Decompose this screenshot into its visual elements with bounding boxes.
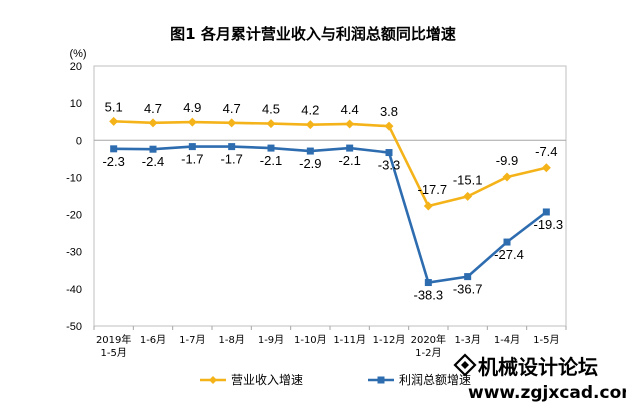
legend-swatch-marker — [209, 376, 217, 384]
x-tick-label: 1-9月 — [258, 334, 284, 346]
data-point — [503, 238, 511, 246]
y-tick-label: -30 — [66, 247, 82, 259]
y-tick-label: 10 — [70, 98, 82, 110]
legend: 营业收入增速 利润总额增速 — [200, 373, 471, 387]
data-label: 4.5 — [262, 102, 280, 117]
x-tick-label: 1-4月 — [494, 334, 520, 346]
watermark-url: www.zgjxcad.com — [468, 383, 626, 403]
data-label: -2.1 — [260, 153, 282, 168]
data-label: -2.1 — [338, 153, 360, 168]
watermark-title: 机械设计论坛 — [478, 355, 598, 379]
data-label: 4.7 — [223, 101, 241, 116]
x-tick-label: 1-10月 — [294, 334, 327, 346]
y-tick-labels: 20 10 0 -10 -20 -30 -40 -50 — [66, 61, 82, 333]
data-point — [149, 145, 157, 153]
data-label: 3.8 — [380, 104, 398, 119]
legend-label: 营业收入增速 — [231, 373, 303, 387]
data-point — [109, 116, 119, 126]
data-label: -17.7 — [418, 182, 448, 197]
x-tick-label: 1-3月 — [454, 334, 480, 346]
data-point — [464, 273, 472, 281]
data-label: 4.4 — [341, 102, 359, 117]
y-tick-label: -50 — [66, 321, 82, 333]
data-point — [266, 119, 276, 129]
legend-label: 利润总额增速 — [399, 373, 471, 387]
x-tick-label: 2020年 — [411, 333, 446, 346]
chart-title: 图1 各月累计营业收入与利润总额同比增速 — [170, 25, 456, 43]
data-label: -36.7 — [453, 282, 483, 297]
x-tick-label: 1-2月 — [415, 347, 441, 359]
data-label: 4.2 — [301, 103, 319, 118]
x-tick-label: 1-11月 — [333, 334, 366, 346]
series-line — [113, 145, 548, 284]
data-point — [228, 143, 236, 151]
data-point — [541, 163, 551, 173]
x-tick-label: 1-6月 — [140, 334, 166, 346]
data-point — [346, 144, 354, 152]
data-label: -1.7 — [220, 152, 242, 167]
data-point — [345, 119, 355, 129]
data-label: -9.9 — [496, 153, 518, 168]
data-point — [227, 118, 237, 128]
data-point — [110, 145, 118, 153]
plot-area-border — [93, 65, 567, 327]
series-layer: 5.1 4.7 4.9 4.7 4.5 4.2 4.4 3.8 -17.7 -15.1 -9.9 -7… — [102, 99, 563, 302]
data-point — [502, 172, 512, 182]
data-label: -7.4 — [535, 144, 557, 159]
series-profit: -2.3 -2.4 -1.7 -1.7 -2.1 -2.9 -2.1 -3.3 -38.3 -36… — [102, 143, 564, 303]
data-label: 4.7 — [144, 101, 162, 116]
data-point — [542, 208, 550, 216]
axes — [93, 65, 567, 330]
data-point — [424, 279, 432, 287]
data-label: -2.4 — [142, 154, 164, 169]
x-tick-label: 1-7月 — [179, 334, 205, 346]
x-tick-label: 2019年 — [96, 333, 131, 346]
x-tick-label: 1-5月 — [100, 347, 126, 359]
data-label: -3.3 — [378, 158, 400, 173]
data-point — [148, 118, 158, 128]
series-revenue: 5.1 4.7 4.9 4.7 4.5 4.2 4.4 3.8 -17.7 -15.1 -9.9 -7… — [105, 99, 558, 211]
data-point — [463, 191, 473, 201]
data-point — [306, 147, 314, 155]
data-point — [423, 201, 433, 211]
y-tick-label: -40 — [66, 284, 82, 296]
data-point — [187, 117, 197, 127]
watermark: 机械设计论坛 www.zgjxcad.com — [453, 353, 626, 403]
watermark-logo-icon — [453, 353, 477, 377]
data-point — [267, 144, 275, 152]
x-tick-label: 1-8月 — [218, 334, 244, 346]
x-tick-label: 1-12月 — [373, 334, 406, 346]
data-point — [385, 149, 393, 157]
data-label: -15.1 — [453, 172, 483, 187]
data-label: -27.4 — [494, 247, 524, 262]
y-tick-label: 0 — [76, 135, 82, 147]
y-tick-label: -10 — [66, 172, 82, 184]
series-line — [113, 120, 547, 208]
data-point — [188, 143, 196, 151]
y-tick-label: 20 — [70, 61, 82, 73]
data-label: 4.9 — [183, 100, 201, 115]
y-tick-label: -20 — [66, 210, 82, 222]
x-tick-label: 1-5月 — [533, 334, 559, 346]
data-point — [384, 121, 394, 131]
legend-swatch-marker — [377, 376, 385, 384]
y-axis-unit: (%) — [69, 48, 86, 60]
data-label: -38.3 — [414, 288, 444, 303]
data-label: -2.3 — [102, 154, 124, 169]
data-label: -1.7 — [181, 152, 203, 167]
data-point — [305, 120, 315, 130]
data-label: -2.9 — [299, 156, 321, 171]
data-label: 5.1 — [105, 99, 123, 114]
data-label: -19.3 — [534, 217, 564, 232]
